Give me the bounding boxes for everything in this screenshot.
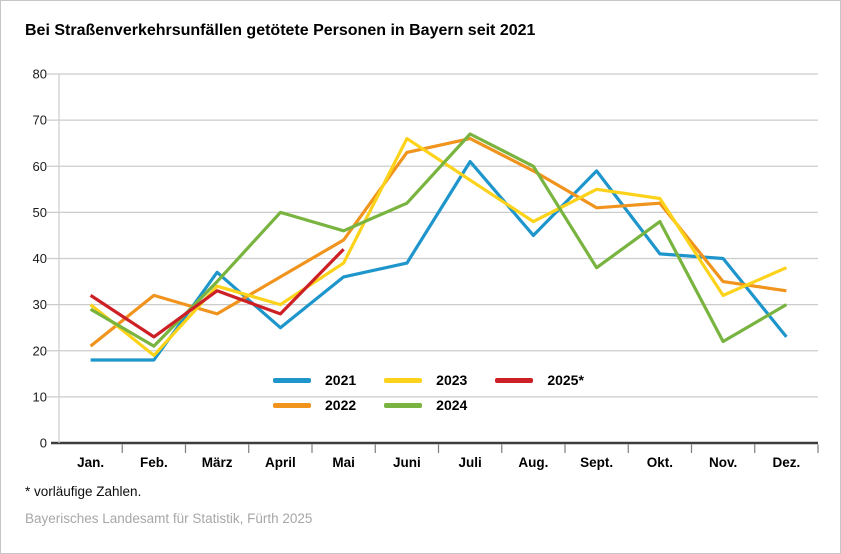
- x-tick-label-Feb.: Feb.: [140, 455, 168, 470]
- y-tick-label-70: 70: [33, 113, 47, 128]
- footnote: * vorläufige Zahlen.: [25, 484, 142, 499]
- x-tick-label-April: April: [265, 455, 296, 470]
- x-tick-label-Juni: Juni: [393, 455, 421, 470]
- legend-column: 2021 2022: [273, 371, 356, 414]
- legend-item-2025: 2025*: [495, 371, 584, 389]
- legend-swatch-2022: [273, 402, 311, 408]
- legend-column: 2025*: [495, 371, 584, 389]
- legend: 2021 2022 2023 2024 2025*: [273, 371, 584, 414]
- legend-swatch-2021: [273, 377, 311, 383]
- y-tick-label-50: 50: [33, 205, 47, 220]
- legend-label-2024: 2024: [436, 397, 468, 413]
- y-tick-label-40: 40: [33, 251, 47, 266]
- chart-title: Bei Straßenverkehrsunfällen getötete Per…: [25, 22, 536, 39]
- legend-swatch-2023: [384, 377, 423, 383]
- y-tick-label-30: 30: [33, 297, 47, 312]
- x-tick-label-Mai: Mai: [332, 455, 355, 470]
- legend-item-2022: 2022: [273, 396, 356, 414]
- series-line-2021: [90, 160, 788, 362]
- y-tick-label-60: 60: [33, 159, 47, 174]
- y-tick-label-20: 20: [33, 343, 47, 358]
- legend-label-2022: 2022: [325, 397, 357, 413]
- legend-swatch-2025: [495, 377, 534, 383]
- y-tick-label-80: 80: [33, 67, 47, 82]
- legend-swatch-2024: [384, 402, 423, 408]
- source-credit: Bayerisches Landesamt für Statistik, Für…: [25, 511, 313, 526]
- legend-item-2023: 2023: [384, 371, 467, 389]
- legend-item-2021: 2021: [273, 371, 356, 389]
- legend-item-2024: 2024: [384, 396, 467, 414]
- legend-column: 2023 2024: [384, 371, 467, 414]
- legend-label-2023: 2023: [436, 372, 468, 388]
- x-tick-label-Sept.: Sept.: [580, 455, 613, 470]
- series-line-2025: [89, 248, 345, 339]
- x-tick-label-Nov.: Nov.: [709, 455, 737, 470]
- x-tick-label-Jan.: Jan.: [77, 455, 104, 470]
- y-tick-label-10: 10: [33, 389, 47, 404]
- y-tick-label-0: 0: [40, 436, 47, 451]
- x-tick-label-Okt.: Okt.: [647, 455, 673, 470]
- series-line-2023: [89, 137, 788, 357]
- x-tick-label-Dez.: Dez.: [772, 455, 800, 470]
- series-line-2024: [89, 132, 788, 348]
- x-tick-label-März: März: [202, 455, 233, 470]
- x-tick-label-Aug.: Aug.: [518, 455, 548, 470]
- legend-label-2025: 2025*: [547, 372, 584, 388]
- x-tick-label-Juli: Juli: [458, 455, 481, 470]
- legend-label-2021: 2021: [325, 372, 357, 388]
